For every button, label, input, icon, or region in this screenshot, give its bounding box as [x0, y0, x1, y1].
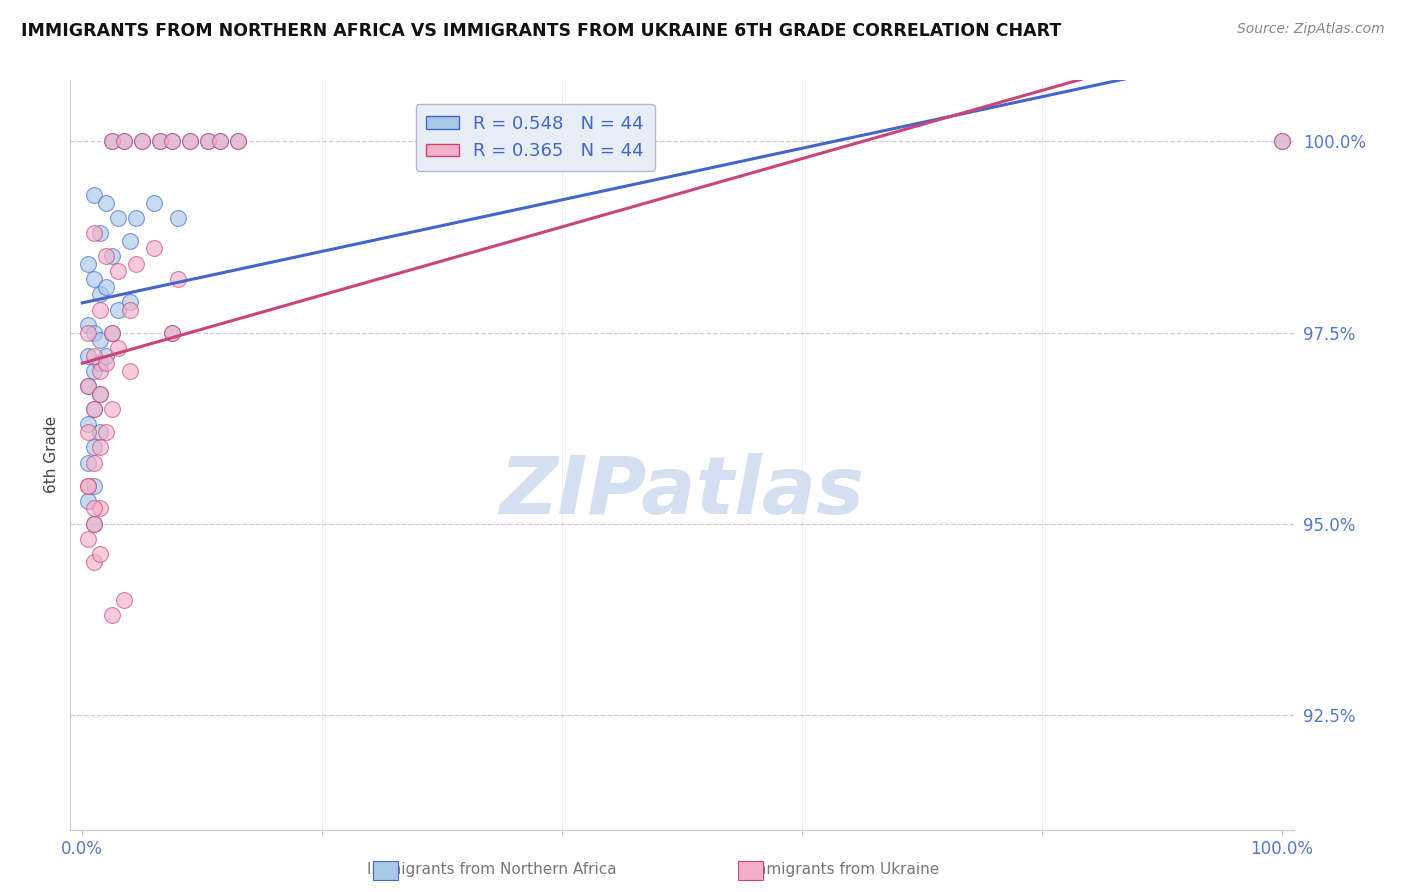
Point	[89, 287, 111, 301]
Point	[77, 379, 100, 393]
Point	[77, 493, 100, 508]
Point	[143, 242, 166, 256]
Point	[101, 326, 124, 340]
Point	[83, 188, 105, 202]
Point	[96, 279, 118, 293]
Point	[149, 135, 172, 149]
Point	[77, 456, 100, 470]
Point	[83, 440, 105, 454]
Point	[1270, 135, 1292, 149]
Point	[131, 135, 153, 149]
Point	[226, 135, 249, 149]
Point	[83, 516, 105, 531]
Point	[83, 272, 105, 286]
Point	[83, 402, 105, 417]
Point	[107, 211, 129, 225]
Legend: R = 0.548   N = 44, R = 0.365   N = 44: R = 0.548 N = 44, R = 0.365 N = 44	[416, 104, 655, 171]
Point	[101, 135, 124, 149]
Point	[160, 326, 183, 340]
Point	[120, 364, 142, 378]
Point	[77, 379, 100, 393]
Point	[101, 402, 124, 417]
Point	[101, 608, 124, 623]
Point	[77, 257, 100, 271]
Point	[107, 264, 129, 278]
Point	[197, 135, 219, 149]
Point	[131, 135, 153, 149]
Point	[89, 364, 111, 378]
Point	[89, 302, 111, 317]
Point	[83, 349, 105, 363]
Point	[160, 326, 183, 340]
Point	[77, 318, 100, 332]
Point	[209, 135, 232, 149]
Point	[125, 257, 148, 271]
Point	[96, 349, 118, 363]
Point	[77, 349, 100, 363]
Point	[89, 440, 111, 454]
Point	[101, 135, 124, 149]
Point	[83, 501, 105, 516]
Point	[89, 386, 111, 401]
Point	[77, 478, 100, 492]
Point	[125, 211, 148, 225]
Point	[77, 532, 100, 546]
Point	[96, 249, 118, 263]
Point	[89, 333, 111, 347]
Point	[143, 195, 166, 210]
Point	[77, 417, 100, 432]
Point	[160, 135, 183, 149]
Point	[120, 295, 142, 310]
Point	[101, 326, 124, 340]
Point	[83, 326, 105, 340]
Point	[83, 226, 105, 240]
Point	[120, 302, 142, 317]
Point	[83, 364, 105, 378]
Point	[107, 302, 129, 317]
Point	[77, 478, 100, 492]
Text: ZIPatlas: ZIPatlas	[499, 453, 865, 532]
Point	[112, 135, 135, 149]
Text: Source: ZipAtlas.com: Source: ZipAtlas.com	[1237, 22, 1385, 37]
Point	[107, 341, 129, 355]
Point	[89, 386, 111, 401]
Point	[89, 501, 111, 516]
Point	[101, 249, 124, 263]
Y-axis label: 6th Grade: 6th Grade	[44, 417, 59, 493]
Point	[96, 425, 118, 439]
Point	[179, 135, 201, 149]
Point	[83, 478, 105, 492]
Point	[96, 195, 118, 210]
Point	[83, 456, 105, 470]
Point	[149, 135, 172, 149]
Point	[89, 226, 111, 240]
Point	[77, 425, 100, 439]
Point	[120, 234, 142, 248]
Point	[112, 593, 135, 607]
Point	[1270, 135, 1292, 149]
Text: IMMIGRANTS FROM NORTHERN AFRICA VS IMMIGRANTS FROM UKRAINE 6TH GRADE CORRELATION: IMMIGRANTS FROM NORTHERN AFRICA VS IMMIG…	[21, 22, 1062, 40]
Point	[226, 135, 249, 149]
Point	[89, 356, 111, 370]
Point	[96, 356, 118, 370]
Point	[197, 135, 219, 149]
Point	[89, 425, 111, 439]
Point	[83, 516, 105, 531]
Point	[89, 547, 111, 561]
Point	[167, 272, 190, 286]
Text: Immigrants from Ukraine: Immigrants from Ukraine	[748, 863, 939, 877]
Point	[77, 326, 100, 340]
Point	[83, 402, 105, 417]
Text: Immigrants from Northern Africa: Immigrants from Northern Africa	[367, 863, 617, 877]
Point	[167, 211, 190, 225]
Point	[209, 135, 232, 149]
Point	[83, 555, 105, 569]
Point	[112, 135, 135, 149]
Point	[179, 135, 201, 149]
Point	[160, 135, 183, 149]
